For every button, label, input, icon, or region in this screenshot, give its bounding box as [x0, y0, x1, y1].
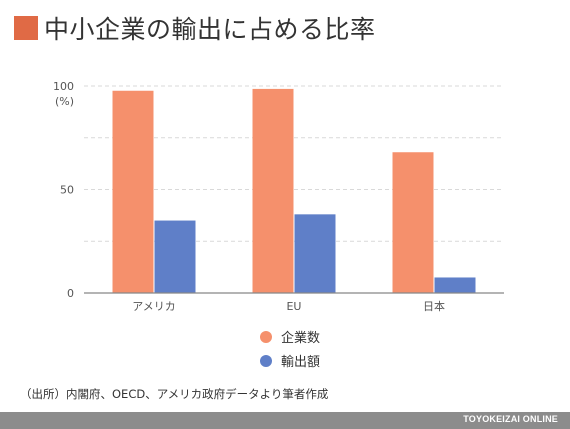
legend-marker-companies	[260, 331, 272, 343]
footer-bar: TOYOKEIZAI ONLINE	[0, 412, 570, 429]
legend-label-exports: 輸出額	[281, 355, 320, 370]
x-tick-label-1: EU	[286, 300, 301, 313]
y-tick-label-50: 50	[60, 184, 74, 197]
bar-exports-1	[294, 214, 336, 293]
title-row: 中小企業の輸出に占める比率	[14, 8, 376, 48]
y-axis-unit-label: (%)	[55, 95, 74, 108]
bar-companies-1	[252, 88, 294, 293]
bar-exports-2	[434, 277, 476, 293]
legend-marker-exports	[260, 355, 272, 367]
bar-companies-0	[112, 90, 154, 293]
y-tick-label-0: 0	[67, 287, 74, 300]
y-tick-label-100: 100	[53, 80, 74, 93]
x-tick-label-0: アメリカ	[132, 300, 175, 313]
chart-title: 中小企業の輸出に占める比率	[44, 15, 376, 44]
title-marker-square	[14, 16, 38, 40]
bar-companies-2	[392, 152, 434, 293]
x-tick-label-2: 日本	[423, 299, 445, 313]
source-note: （出所）内閣府、OECD、アメリカ政府データより筆者作成	[20, 387, 329, 401]
legend-label-companies: 企業数	[281, 330, 320, 346]
bar-exports-0	[154, 220, 196, 293]
footer-brand: TOYOKEIZAI ONLINE	[463, 414, 558, 424]
